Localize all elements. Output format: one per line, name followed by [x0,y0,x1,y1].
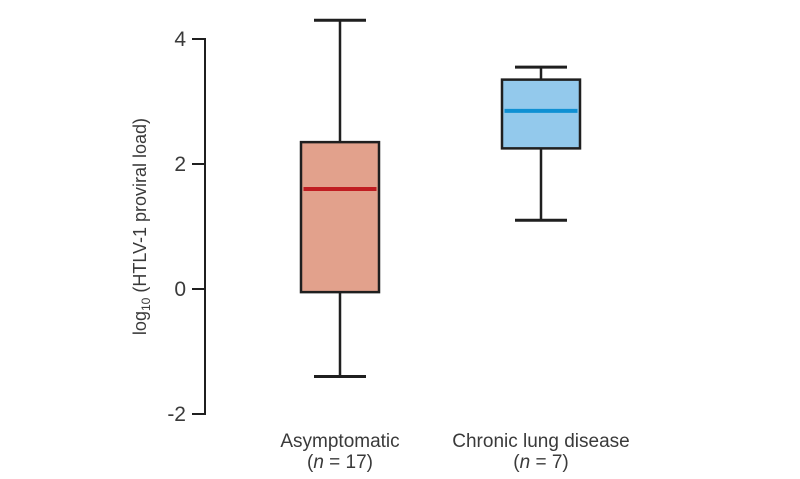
y-axis-tick-label: 4 [174,28,186,51]
category-sublabel: (n = 17) [307,452,373,473]
y-axis-title: log10 (HTLV-1 proviral load) [130,118,153,335]
category-label: Asymptomatic [280,431,399,452]
y-axis-tick-label: 0 [174,278,186,301]
y-axis-tick-label: 2 [174,153,186,176]
y-axis-tick-label: -2 [167,403,186,426]
category-label: Chronic lung disease [452,431,629,452]
iqr-box [500,78,582,150]
iqr-box [299,140,381,294]
category-sublabel: (n = 7) [513,452,568,473]
